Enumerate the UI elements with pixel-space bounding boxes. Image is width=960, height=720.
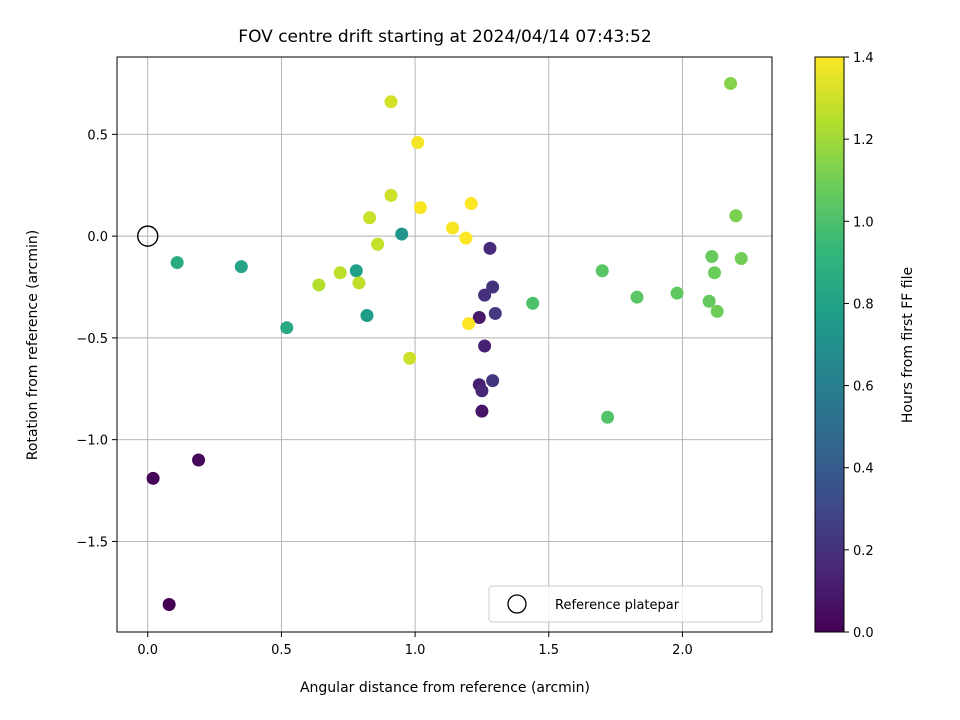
data-point <box>234 260 248 274</box>
legend-reference-label: Reference platepar <box>555 598 680 613</box>
data-point <box>446 221 460 235</box>
data-point <box>488 306 502 320</box>
data-point <box>734 252 748 266</box>
y-tick-label: 0.0 <box>87 230 108 245</box>
data-point <box>459 231 473 245</box>
y-axis-ticks: 0.5 0.0 −0.5 −1.0 −1.5 <box>76 128 117 550</box>
data-point <box>724 76 738 90</box>
data-point <box>352 276 366 290</box>
colorbar-tick-label: 0.4 <box>853 462 874 477</box>
data-point <box>170 256 184 270</box>
colorbar-tick-label: 1.4 <box>853 51 874 66</box>
colorbar-ticks: 0.0 0.2 0.4 0.6 0.8 1.0 1.2 1.4 <box>844 51 874 641</box>
y-tick-label: −0.5 <box>76 332 108 347</box>
data-point <box>475 384 489 398</box>
data-point <box>702 294 716 308</box>
data-point <box>708 266 722 280</box>
y-tick-label: −1.0 <box>76 434 108 449</box>
x-tick-label: 0.0 <box>137 643 158 658</box>
data-point <box>312 278 326 292</box>
data-point <box>413 201 427 215</box>
data-point <box>371 237 385 251</box>
y-axis-label: Rotation from reference (arcmin) <box>25 230 41 460</box>
legend-box <box>488 585 763 623</box>
colorbar-tick-label: 0.0 <box>853 626 874 641</box>
colorbar-tick-label: 1.0 <box>853 215 874 230</box>
data-point <box>472 311 486 325</box>
data-point <box>475 404 489 418</box>
colorbar-tick-label: 0.6 <box>853 380 874 395</box>
x-tick-label: 1.5 <box>538 643 559 658</box>
colorbar-frame <box>814 56 845 633</box>
y-tick-label: 0.5 <box>87 128 108 143</box>
data-point <box>363 211 377 225</box>
y-tick-label: −1.5 <box>76 535 108 550</box>
data-point <box>705 249 719 263</box>
reference-platepar-marker <box>137 225 159 247</box>
plot-frame <box>116 56 773 633</box>
data-point <box>192 453 206 467</box>
data-point <box>403 351 417 365</box>
x-tick-label: 2.0 <box>672 643 693 658</box>
data-point <box>601 410 615 424</box>
data-point <box>360 308 374 322</box>
data-point <box>486 374 500 388</box>
colorbar-gradient <box>815 57 844 632</box>
data-point <box>595 264 609 278</box>
data-point <box>464 197 478 211</box>
data-point <box>483 241 497 255</box>
data-point <box>462 317 476 331</box>
data-point <box>670 286 684 300</box>
data-point <box>630 290 644 304</box>
x-tick-label: 0.5 <box>271 643 292 658</box>
colorbar-tick-label: 1.2 <box>853 133 874 148</box>
data-points <box>146 76 748 612</box>
reference-marker-layer <box>137 225 159 247</box>
chart-title: FOV centre drift starting at 2024/04/14 … <box>238 27 651 47</box>
data-point <box>395 227 409 241</box>
data-point <box>478 288 492 302</box>
data-point <box>146 471 160 485</box>
data-point <box>162 598 176 612</box>
colorbar: 0.0 0.2 0.4 0.6 0.8 1.0 1.2 1.4 Hours from firs… <box>814 51 916 641</box>
data-point <box>384 188 398 202</box>
data-point <box>710 304 724 318</box>
colorbar-tick-label: 0.2 <box>853 544 874 559</box>
data-point <box>333 266 347 280</box>
data-point <box>349 264 363 278</box>
data-point <box>729 209 743 223</box>
data-point <box>486 280 500 294</box>
data-point <box>478 339 492 353</box>
x-axis-label: Angular distance from reference (arcmin) <box>300 680 590 696</box>
x-tick-label: 1.0 <box>405 643 426 658</box>
colorbar-tick-label: 0.8 <box>853 297 874 312</box>
colorbar-label: Hours from first FF file <box>900 267 916 423</box>
data-point <box>280 321 294 335</box>
legend-reference-marker <box>507 594 527 614</box>
data-point <box>526 296 540 310</box>
x-axis-ticks: 0.0 0.5 1.0 1.5 2.0 <box>137 632 693 658</box>
data-point <box>384 95 398 109</box>
gridlines <box>117 57 772 632</box>
data-point <box>411 135 425 149</box>
legend: Reference platepar <box>488 585 763 623</box>
